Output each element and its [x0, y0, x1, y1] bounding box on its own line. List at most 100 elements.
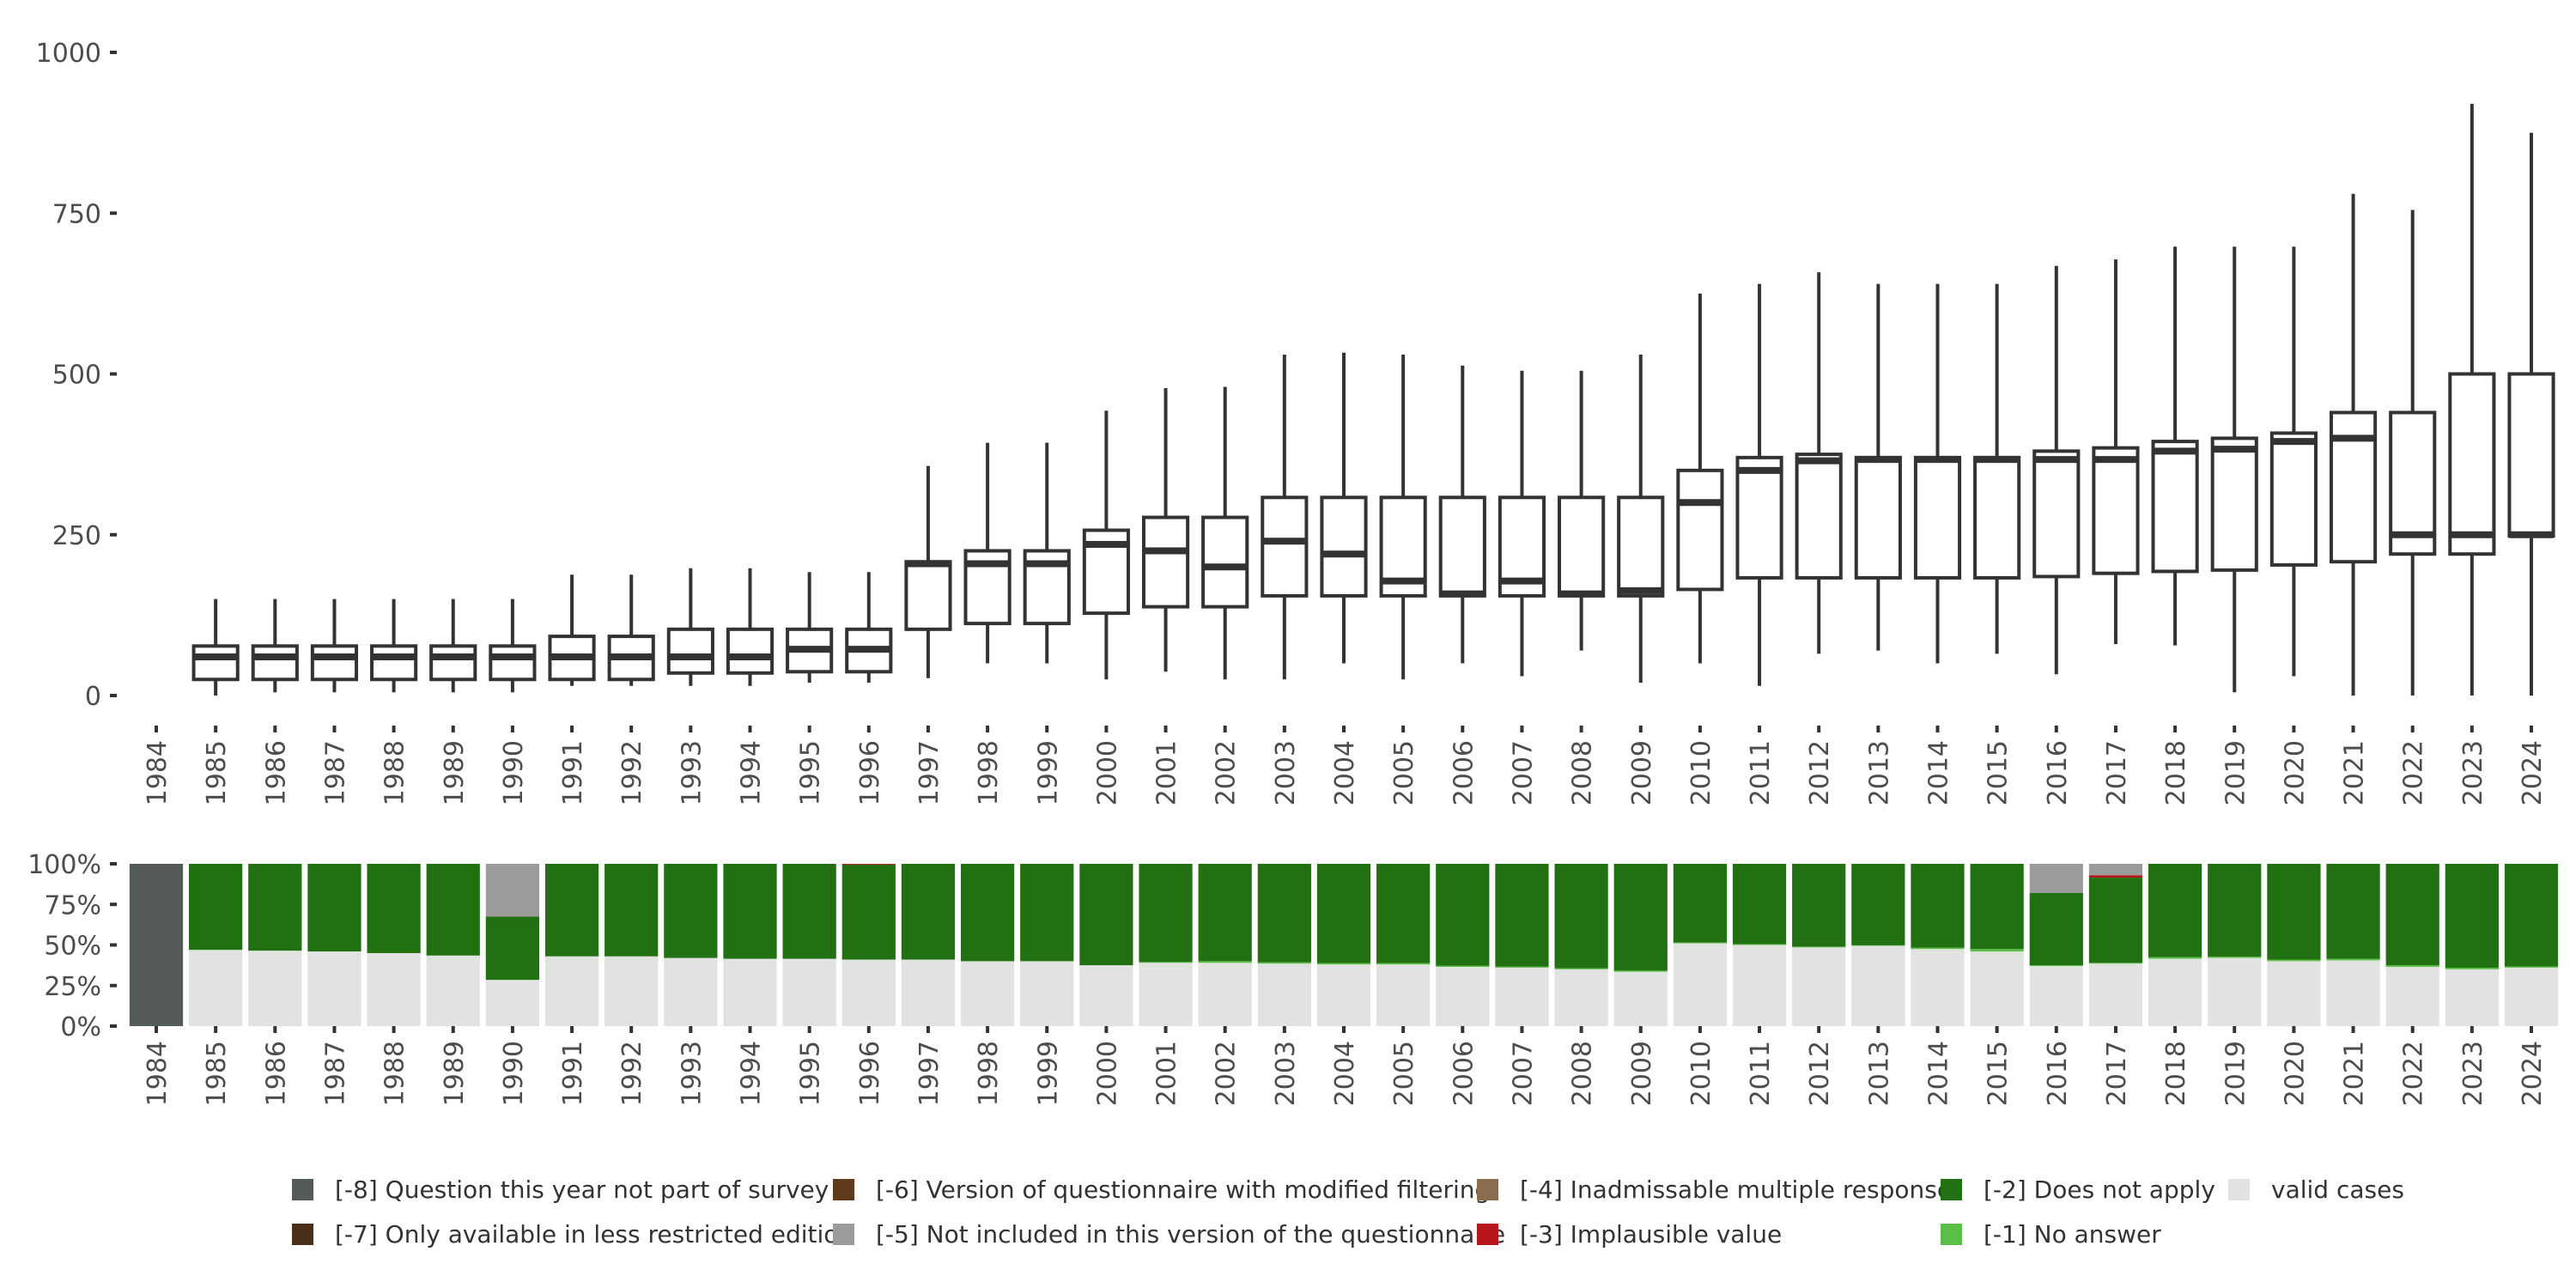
bar-segment-na1 — [1911, 947, 1965, 950]
box — [904, 560, 952, 631]
bar-segment-na1 — [1316, 963, 1371, 965]
x-tick-label: 1984 — [143, 740, 173, 805]
box — [2092, 446, 2140, 575]
box — [1913, 455, 1962, 580]
bar-segment-dna2 — [2326, 864, 2380, 959]
x-tick-label: 2018 — [2161, 740, 2191, 805]
bar-segment-valid — [426, 955, 480, 1026]
bar-segment-dna2 — [1257, 864, 1311, 963]
bar-segment-implaus3 — [841, 864, 896, 865]
bar-segment-na1 — [2504, 966, 2559, 968]
box — [1438, 495, 1486, 598]
bar-segment-valid — [1911, 949, 1965, 1026]
x-tick-label: 2019 — [2221, 1041, 2251, 1106]
x-tick-label: 1994 — [737, 740, 767, 805]
x-tick-label: 1995 — [796, 1041, 826, 1106]
x-tick-label: 2016 — [2043, 1041, 2073, 1106]
bar-segment-valid — [2326, 960, 2380, 1026]
bar-segment-dna2 — [1970, 864, 2024, 950]
bar-segment-dna2 — [1316, 864, 1371, 963]
legend-swatch — [1477, 1178, 1498, 1200]
bar-segment-valid — [723, 958, 777, 1026]
x-tick-label: 1994 — [737, 1041, 767, 1106]
bar-segment-valid — [248, 951, 302, 1026]
x-tick-label: 2010 — [1686, 740, 1716, 805]
x-tick-label: 2015 — [1984, 740, 2014, 805]
bar-segment-na1 — [1257, 962, 1311, 964]
legend-item-notpart8: [-8] Question this year not part of surv… — [292, 1172, 829, 1206]
legend-label: [-6] Version of questionnaire with modif… — [876, 1175, 1491, 1204]
x-tick-label: 1999 — [1033, 740, 1063, 805]
legend-item-multi4: [-4] Inadmissable multiple response — [1477, 1172, 1952, 1206]
x-tick-label: 2024 — [2518, 1041, 2548, 1106]
x-tick-label: 2021 — [2340, 1041, 2370, 1106]
x-tick-label: 2023 — [2458, 740, 2488, 805]
bar-segment-valid — [664, 957, 718, 1026]
x-tick-label: 2022 — [2399, 740, 2429, 805]
bar-segment-na1 — [1613, 970, 1668, 972]
y-tick-label: 500 — [52, 361, 101, 391]
legend-item-valid: valid cases — [2228, 1172, 2404, 1206]
bar-segment-dna2 — [2267, 864, 2321, 960]
bar-segment-dna2 — [485, 916, 540, 981]
bar-segment-implaus3 — [2088, 875, 2143, 878]
bar-segment-valid — [2267, 961, 2321, 1026]
bar-segment-na1 — [2445, 967, 2499, 969]
x-tick-label: 1987 — [320, 740, 350, 805]
x-tick-label: 1998 — [974, 1041, 1004, 1106]
box — [2151, 440, 2199, 574]
y-tick-label: 750 — [52, 199, 101, 229]
legend-item-restricted7: [-7] Only available in less restricted e… — [292, 1217, 854, 1251]
bar-segment-valid — [2445, 969, 2499, 1026]
bar-segment-valid — [189, 950, 243, 1026]
bar-segment-na1 — [1495, 966, 1549, 968]
bar-segment-valid — [2208, 957, 2262, 1026]
bar-segment-na1 — [2326, 958, 2380, 961]
legend-swatch — [1941, 1178, 1962, 1200]
bar-segment-na1 — [2208, 957, 2262, 958]
bar-segment-notincl5 — [2088, 864, 2143, 876]
bar-segment-na1 — [1376, 963, 1431, 965]
box — [1854, 455, 1902, 580]
bar-segment-valid — [782, 958, 836, 1026]
y-tick-label: 1000 — [36, 39, 101, 69]
bar-segment-dna2 — [723, 864, 777, 959]
legend-label: [-7] Only available in less restricted e… — [335, 1219, 854, 1249]
bar-segment-dna2 — [2385, 864, 2439, 966]
x-tick-label: 2019 — [2221, 740, 2251, 805]
x-tick-label: 1990 — [499, 1041, 529, 1106]
x-tick-label: 1991 — [558, 740, 588, 805]
x-tick-label: 2005 — [1389, 1041, 1419, 1106]
box — [1676, 468, 1724, 592]
x-tick-label: 2011 — [1746, 1041, 1776, 1106]
x-tick-label: 2010 — [1686, 1041, 1716, 1106]
x-tick-label: 1986 — [261, 1041, 291, 1106]
x-tick-label: 1985 — [202, 1041, 232, 1106]
x-tick-label: 1990 — [499, 740, 529, 805]
bar-segment-valid — [1257, 963, 1311, 1026]
boxplot-panel: 0 250 500 750 1000 1984 1985 1986 1987 1988 1989 19… — [36, 39, 2555, 805]
bar-segment-dna2 — [901, 864, 956, 960]
bar-segment-dna2 — [1139, 864, 1193, 963]
box — [1320, 495, 1368, 598]
box — [2269, 431, 2318, 567]
x-tick-label: 2013 — [1864, 740, 1894, 805]
bar-segment-notincl5 — [485, 864, 540, 917]
legend-swatch — [833, 1223, 854, 1245]
bar-segment-valid — [307, 951, 361, 1026]
bar-segment-valid — [2029, 966, 2083, 1026]
x-tick-label: 2009 — [1627, 1041, 1657, 1106]
x-tick-label: 1993 — [677, 740, 707, 805]
box — [1617, 495, 1665, 598]
x-tick-label: 2004 — [1330, 740, 1360, 805]
x-tick-label: 2014 — [1924, 740, 1954, 805]
x-tick-label: 2006 — [1449, 1041, 1479, 1106]
x-tick-label: 2014 — [1924, 1041, 1954, 1106]
bar-segment-dna2 — [1376, 864, 1431, 963]
box — [1201, 515, 1249, 609]
bar-segment-valid — [2088, 963, 2143, 1026]
bar-segment-na1 — [1198, 961, 1252, 963]
y-tick-label: 0% — [60, 1012, 101, 1042]
box — [666, 627, 714, 675]
bar-segment-dna2 — [2148, 864, 2202, 957]
